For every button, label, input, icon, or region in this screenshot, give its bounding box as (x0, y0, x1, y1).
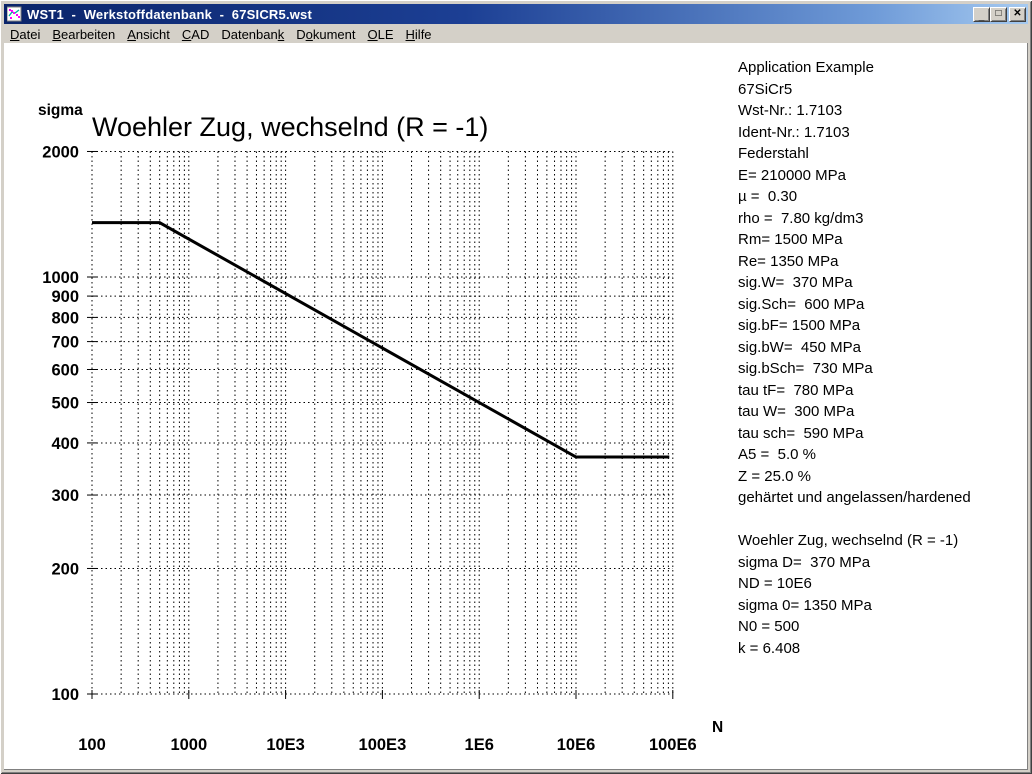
info-line: Rm= 1500 MPa (738, 231, 843, 248)
menu-item-ansicht[interactable]: Ansicht (127, 26, 170, 42)
app-icon (7, 6, 23, 22)
info-line: tau W= 300 MPa (738, 403, 855, 420)
info-line: sig.bSch= 730 MPa (738, 360, 873, 377)
minimize-button[interactable]: _ (973, 6, 990, 22)
window-title: WST1 - Werkstoffdatenbank - 67SICR5.wst (27, 6, 313, 22)
info-line: sig.bF= 1500 MPa (738, 317, 861, 334)
info-line: Application Example (738, 59, 874, 76)
info-line: sig.W= 370 MPa (738, 274, 853, 291)
info-line: sig.Sch= 600 MPa (738, 295, 865, 313)
info-line: Z = 25.0 % (738, 467, 811, 485)
info-line: A5 = 5.0 % (738, 446, 816, 463)
info-panel: Application Example 67SiCr5 Wst-Nr.: 1.710… (738, 57, 1028, 659)
info-line: tau tF= 780 MPa (738, 381, 854, 399)
info-line: Federstahl (738, 145, 809, 162)
info-line: Ident-Nr.: 1.7103 (738, 123, 850, 141)
info-line: sigma 0= 1350 MPa (738, 596, 872, 614)
info-line: sig.bW= 450 MPa (738, 338, 861, 356)
info-line: µ = 0.30 (738, 188, 798, 205)
info-line: k = 6.408 (738, 639, 801, 657)
info-line (738, 509, 1028, 531)
info-line: tau sch= 590 MPa (738, 424, 864, 442)
menu-item-cad[interactable]: CAD (181, 26, 210, 42)
info-line: rho = 7.80 kg/dm3 (738, 209, 864, 227)
menu-item-ole[interactable]: OLE (367, 26, 394, 42)
menu-item-bearbeiten[interactable]: Bearbeiten (52, 26, 116, 42)
maximize-button[interactable]: □ (990, 6, 1007, 22)
info-line: sigma D= 370 MPa (738, 553, 871, 571)
title-bar[interactable]: WST1 - Werkstoffdatenbank - 67SICR5.wst … (4, 4, 1028, 24)
info-line: gehärtet und angelassen/hardened (738, 489, 971, 506)
menu-bar: Datei Bearbeiten Ansicht CAD Datenbank Dokume… (4, 25, 1028, 43)
info-line: Re= 1350 MPa (738, 252, 839, 270)
info-line: E= 210000 MPa (738, 166, 846, 184)
info-line: N0 = 500 (738, 618, 800, 635)
menu-item-dokument[interactable]: Dokument (296, 26, 356, 42)
menu-item-datei[interactable]: Datei (10, 26, 41, 42)
close-button[interactable]: ✕ (1009, 6, 1026, 22)
info-line: 67SiCr5 (738, 80, 793, 98)
info-line: Woehler Zug, wechselnd (R = -1) (738, 532, 959, 549)
menu-item-hilfe[interactable]: Hilfe (405, 26, 432, 42)
window-controls: _ □ ✕ (973, 6, 1026, 22)
info-line: Wst-Nr.: 1.7103 (738, 102, 843, 119)
menu-item-datenbank[interactable]: Datenbank (221, 26, 285, 42)
info-line: ND = 10E6 (738, 575, 812, 592)
